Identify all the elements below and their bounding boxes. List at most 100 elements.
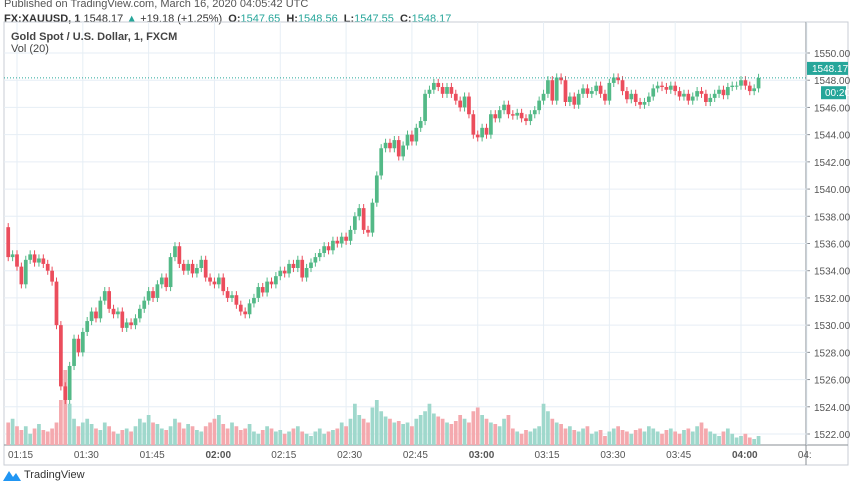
candle-body — [50, 270, 54, 282]
candle-body — [708, 97, 713, 102]
candle-body — [611, 77, 616, 83]
candle-body — [502, 104, 506, 111]
candle-body — [98, 300, 103, 319]
volume-bar — [370, 407, 375, 445]
candle-body — [269, 281, 274, 285]
candle-body — [80, 331, 85, 353]
x-tick-label: 02:30 — [337, 450, 362, 461]
y-tick-label: 1546.00 — [814, 103, 851, 114]
volume-bar — [642, 431, 647, 445]
volume-bar — [646, 426, 651, 445]
candle-body — [278, 270, 283, 277]
volume-bar — [177, 422, 182, 445]
candle-body — [449, 87, 454, 94]
candle-body — [695, 91, 699, 97]
x-tick-label: 03:30 — [600, 450, 625, 461]
volume-bar — [554, 422, 559, 445]
volume-bar — [339, 422, 344, 445]
candle-body — [493, 114, 498, 119]
candle-body — [287, 263, 291, 274]
candle-body — [427, 89, 432, 94]
volume-bar — [673, 431, 678, 445]
chart-title: Gold Spot / U.S. Dollar, 1, FXCM — [11, 31, 178, 43]
volume-bar — [107, 426, 112, 445]
candle-body — [541, 93, 546, 101]
volume-bar — [405, 422, 410, 445]
x-tick-label: 01:15 — [8, 450, 33, 461]
candle-body — [366, 229, 370, 233]
candle-body — [572, 96, 577, 105]
volume-bar — [85, 418, 90, 445]
volume-bar — [572, 430, 577, 445]
candle-body — [129, 322, 133, 326]
low-label: L: — [343, 13, 355, 25]
volume-bar — [353, 403, 357, 445]
candle-body — [668, 85, 673, 90]
candle-body — [721, 89, 726, 96]
volume-bar — [484, 418, 489, 445]
candle-body — [274, 276, 278, 285]
candle-body — [361, 208, 366, 230]
candle-body — [63, 386, 68, 400]
candle-body — [124, 322, 129, 328]
candle-body — [344, 236, 348, 241]
candle-body — [203, 259, 208, 278]
candle-body — [594, 85, 599, 92]
candle-body — [528, 114, 533, 122]
candle-body — [212, 281, 217, 285]
candle-body — [673, 85, 678, 92]
volume-bar — [633, 430, 638, 445]
volume-bar — [94, 428, 98, 445]
volume-bar — [471, 411, 476, 445]
volume-bar — [668, 428, 673, 445]
y-tick-label: 1522.00 — [814, 430, 851, 441]
candle-body — [642, 101, 647, 105]
candle-body — [660, 85, 664, 88]
volume-bar — [265, 426, 269, 445]
brand-name: TradingView — [24, 469, 85, 481]
volume-bar — [98, 430, 103, 445]
x-tick-label: 03:45 — [666, 450, 691, 461]
volume-bar — [238, 430, 243, 445]
candle-body — [243, 311, 248, 315]
candle-body — [309, 262, 313, 268]
candle-body — [102, 291, 107, 301]
candle-body — [85, 321, 90, 332]
volume-bar — [282, 433, 287, 445]
volume-bar — [616, 426, 621, 445]
volume-bar — [313, 431, 318, 445]
tradingview-logo[interactable]: TradingView — [3, 469, 85, 481]
volume-bar — [589, 433, 594, 445]
candle-body — [568, 96, 572, 102]
candle-body — [752, 88, 757, 92]
volume-bar — [515, 431, 520, 445]
volume-legend: Vol (20) — [11, 43, 49, 55]
volume-bar — [550, 418, 555, 445]
volume-bar — [67, 403, 72, 445]
volume-bar — [203, 426, 208, 445]
volume-bar — [563, 428, 568, 445]
volume-bar — [497, 426, 502, 445]
volume-bar — [216, 415, 221, 445]
candle-body — [734, 85, 739, 87]
candle-body — [655, 85, 660, 89]
volume-bar — [510, 428, 515, 445]
candle-body — [107, 291, 112, 309]
up-arrow-icon: ▲ — [126, 13, 138, 25]
candle-body — [550, 80, 555, 101]
volume-bar — [32, 428, 37, 445]
volume-bar — [467, 422, 471, 445]
chart-legend: Gold Spot / U.S. Dollar, 1, FXCM Vol (20… — [11, 31, 177, 55]
candle-body — [221, 277, 226, 292]
volume-bar — [116, 433, 120, 445]
candle-body — [146, 291, 151, 301]
volume-bar — [392, 422, 397, 445]
candle-body — [15, 254, 19, 267]
volume-bar — [63, 370, 68, 445]
candle-body — [515, 112, 520, 116]
volume-bar — [50, 428, 54, 445]
candle-body — [524, 118, 528, 122]
candle-body — [686, 93, 691, 101]
volume-bar — [72, 418, 76, 445]
